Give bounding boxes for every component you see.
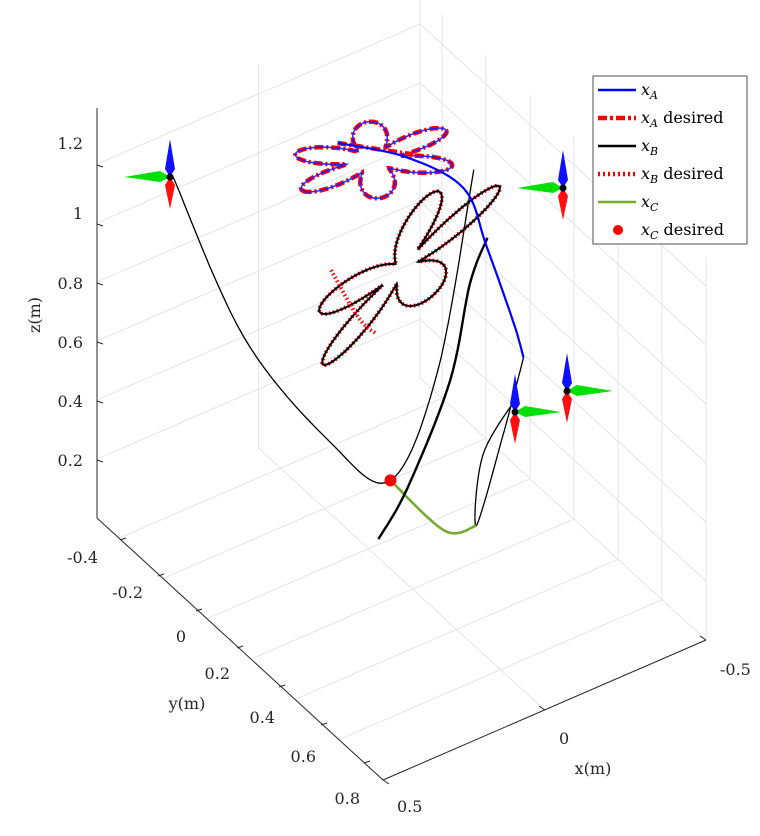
- y-tick-label: 0.6: [291, 747, 316, 766]
- legend-label: xA: [641, 80, 658, 102]
- x-tick-mark: [382, 779, 390, 785]
- y-tick-mark: [157, 573, 165, 577]
- legend-box: [592, 75, 748, 245]
- legend-subscript: A: [649, 117, 658, 130]
- frame-y-arrow: [515, 406, 561, 417]
- legend-symbol: x: [641, 164, 650, 183]
- frame-x-arrow: [510, 412, 520, 444]
- frame-origin: [563, 387, 571, 395]
- y-tick-mark: [195, 608, 203, 612]
- z-tick-label: 1: [73, 204, 83, 223]
- frame-triad: [510, 374, 561, 444]
- grid-line: [258, 447, 545, 711]
- legend-suffix: desired: [658, 220, 723, 239]
- series-xB-line: [318, 184, 501, 367]
- z-tick-mark: [96, 459, 104, 463]
- y-tick-mark: [320, 722, 328, 726]
- legend-marker: [613, 225, 623, 235]
- y-tick-mark: [119, 537, 127, 541]
- legend-symbol: x: [641, 136, 650, 155]
- x-axis-ticks: -0.5 0 0.5: [382, 635, 751, 816]
- series-xC-desired-marker: [384, 474, 397, 487]
- legend-subscript: A: [649, 89, 658, 102]
- grid-line: [96, 259, 707, 523]
- frame-y-arrow: [124, 171, 170, 182]
- legend-label: xC desired: [641, 220, 724, 242]
- frame-origin: [166, 173, 174, 181]
- legend-symbol: x: [641, 220, 650, 239]
- legend-subscript: C: [650, 229, 659, 242]
- y-tick-label: 0: [176, 627, 186, 646]
- series-xC-line: [389, 479, 477, 535]
- frame-z-arrow: [562, 353, 572, 391]
- y-tick-label: -0.4: [67, 548, 98, 567]
- frame-origin: [511, 408, 519, 416]
- y-tick-label: 0.8: [335, 789, 360, 808]
- frame-y-arrow: [567, 385, 613, 396]
- legend-symbol: x: [641, 108, 650, 127]
- z-axis-label: z(m): [25, 297, 44, 333]
- frame-x-arrow: [562, 391, 572, 423]
- y-axis-label: y(m): [168, 694, 206, 713]
- legend-subscript: B: [649, 145, 658, 158]
- frame-y-arrow: [517, 182, 563, 193]
- grid-line: [96, 318, 707, 582]
- series-xA-line: [337, 141, 525, 358]
- z-axis-ticks: 0.2 0.4 0.6 0.8 1 1.2: [58, 134, 104, 470]
- y-tick-label: 0.2: [205, 664, 230, 683]
- y-axis-ticks: -0.4 -0.2 0 0.2 0.4 0.6 0.8: [67, 537, 371, 808]
- frame-triad: [517, 150, 568, 220]
- y-tick-mark: [236, 645, 244, 649]
- frame-z-arrow: [558, 150, 568, 188]
- legend-label: xC: [641, 192, 659, 214]
- y-tick-mark: [363, 760, 371, 764]
- y-axis-line: [96, 517, 384, 781]
- legend-subscript: B: [649, 173, 658, 186]
- legend-symbol: x: [641, 80, 650, 99]
- legend-label: xB: [641, 136, 658, 158]
- y-tick-label: -0.2: [112, 583, 143, 602]
- legend-label: xA desired: [641, 108, 723, 130]
- series-xB-desired-line: [329, 269, 377, 336]
- frame-x-arrow: [558, 188, 568, 220]
- frame-z-arrow: [165, 139, 175, 177]
- z-tick-mark: [96, 282, 104, 286]
- z-tick-mark: [96, 164, 104, 168]
- frame-triad: [562, 353, 613, 423]
- frame-origin: [559, 184, 567, 192]
- legend-suffix: desired: [658, 164, 723, 183]
- tether-line: [172, 169, 475, 484]
- frame-x-arrow: [165, 177, 175, 209]
- legend-suffix: desired: [658, 108, 723, 127]
- y-tick-label: 0.4: [250, 708, 275, 727]
- x-axis-label: x(m): [575, 759, 612, 778]
- z-tick-label: 0.6: [58, 333, 83, 352]
- grid-line: [419, 377, 707, 641]
- x-tick-label: 0.5: [397, 797, 422, 816]
- x-tick-mark: [699, 635, 707, 641]
- series-layer: [124, 119, 613, 540]
- z-tick-label: 1.2: [58, 134, 83, 153]
- x-tick-mark: [538, 705, 546, 711]
- series-xA-desired-line: [293, 119, 455, 201]
- x-tick-label: -0.5: [720, 660, 751, 679]
- z-tick-label: 0.4: [58, 392, 83, 411]
- z-tick-label: 0.8: [58, 274, 83, 293]
- frame-z-arrow: [510, 374, 520, 412]
- series-xA-line: [294, 120, 454, 200]
- z-tick-mark: [96, 341, 104, 345]
- z-tick-label: 0.2: [58, 451, 83, 470]
- z-tick-mark: [96, 400, 104, 404]
- y-tick-mark: [278, 684, 286, 688]
- x-tick-label: 0: [559, 729, 569, 748]
- legend-label: xB desired: [641, 164, 724, 186]
- series-xB-line: [377, 237, 489, 540]
- frame-triad: [124, 139, 175, 209]
- z-tick-mark: [96, 223, 104, 227]
- legend-subscript: C: [650, 201, 659, 214]
- legend-symbol: x: [641, 192, 650, 211]
